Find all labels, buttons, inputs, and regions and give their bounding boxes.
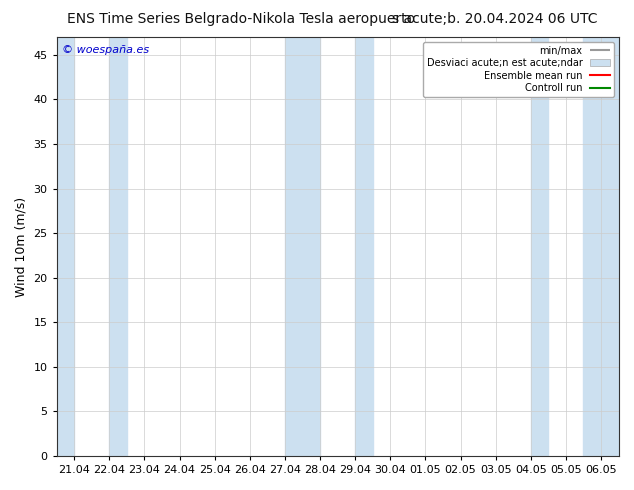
Text: ENS Time Series Belgrado-Nikola Tesla aeropuerto: ENS Time Series Belgrado-Nikola Tesla ae… (67, 12, 415, 26)
Bar (355, 37, 373, 456)
Bar (56, 37, 74, 456)
Y-axis label: Wind 10m (m/s): Wind 10m (m/s) (15, 196, 28, 296)
Text: s acute;b. 20.04.2024 06 UTC: s acute;b. 20.04.2024 06 UTC (392, 12, 597, 26)
Legend: min/max, Desviaci acute;n est acute;ndar, Ensemble mean run, Controll run: min/max, Desviaci acute;n est acute;ndar… (423, 42, 614, 97)
Bar (531, 37, 548, 456)
Bar (583, 37, 619, 456)
Bar (285, 37, 320, 456)
Text: © woespaña.es: © woespaña.es (62, 46, 150, 55)
Bar (110, 37, 127, 456)
